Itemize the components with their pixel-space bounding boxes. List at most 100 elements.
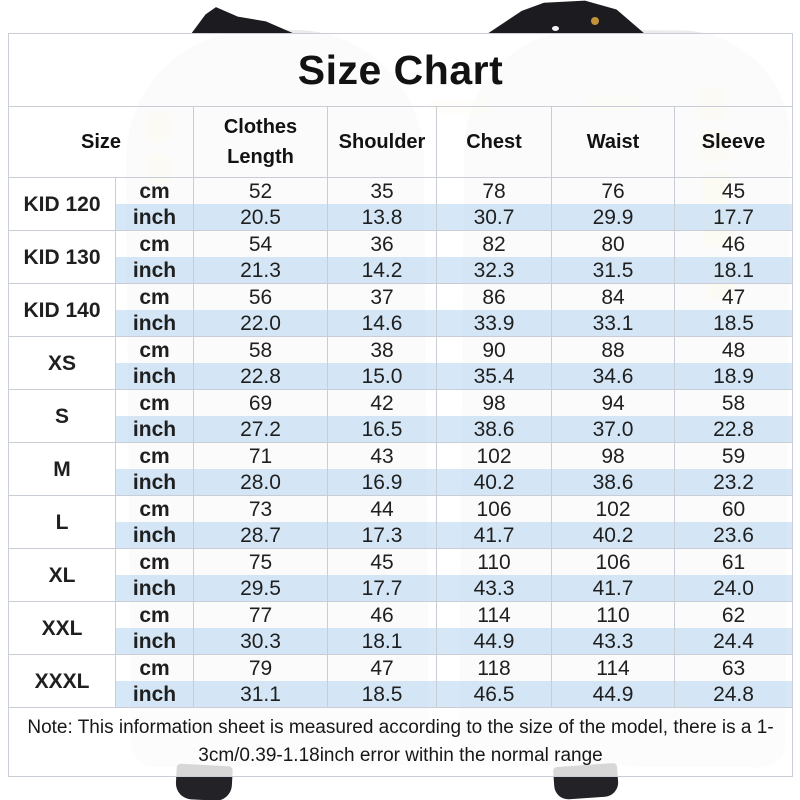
measurement-value: 15.0 [327, 363, 437, 390]
measurement-value: 34.6 [551, 363, 675, 390]
measurement-value: 30.3 [193, 628, 328, 655]
measurement-value: 106 [436, 495, 552, 522]
measurement-value: 20.5 [193, 204, 328, 231]
measurement-value: 23.2 [674, 469, 793, 496]
measurement-value: 22.8 [193, 363, 328, 390]
measurement-value: 45 [327, 548, 437, 575]
measurement-value: 46 [674, 230, 793, 257]
unit-label-cm: cm [115, 548, 194, 575]
header-row: Size Clothes Length Shoulder Chest Waist… [8, 106, 793, 178]
measurement-value: 18.5 [674, 310, 793, 337]
size-label: XS [8, 336, 116, 390]
measurement-value: 46.5 [436, 681, 552, 708]
measurement-value: 110 [436, 548, 552, 575]
column-header-clothes-length: Clothes Length [193, 106, 328, 178]
size-row-cm: XXXL cm 79 47 118 114 63 [8, 654, 793, 708]
measurement-value: 13.8 [327, 204, 437, 231]
measurement-value: 27.2 [193, 416, 328, 443]
measurement-value: 47 [674, 283, 793, 310]
measurement-value: 37.0 [551, 416, 675, 443]
page-title: Size Chart [8, 33, 793, 107]
measurement-value: 16.5 [327, 416, 437, 443]
measurement-value: 43.3 [551, 628, 675, 655]
size-row-inch: inch 29.5 17.7 43.3 41.7 24.0 [9, 575, 793, 602]
unit-label-cm: cm [115, 336, 194, 363]
size-row-cm: KID 140 cm 56 37 86 84 47 [8, 283, 793, 337]
unit-label-inch: inch [115, 575, 194, 602]
size-row-inch: inch 20.5 13.8 30.7 29.9 17.7 [9, 204, 793, 231]
column-header-sleeve: Sleeve [674, 106, 793, 178]
measurement-value: 44 [327, 495, 437, 522]
measurement-value: 82 [436, 230, 552, 257]
measurement-value: 42 [327, 389, 437, 416]
size-label: XXXL [8, 654, 116, 708]
unit-label-cm: cm [115, 654, 194, 681]
column-header-shoulder: Shoulder [327, 106, 437, 178]
measurement-value: 22.0 [193, 310, 328, 337]
size-row-inch: inch 27.2 16.5 38.6 37.0 22.8 [9, 416, 793, 443]
unit-label-cm: cm [115, 177, 194, 204]
measurement-value: 29.5 [193, 575, 328, 602]
size-label: KID 120 [8, 177, 116, 231]
measurement-value: 35 [327, 177, 437, 204]
measurement-value: 71 [193, 442, 328, 469]
unit-label-cm: cm [115, 495, 194, 522]
unit-label-inch: inch [115, 416, 194, 443]
measurement-value: 77 [193, 601, 328, 628]
measurement-value: 18.1 [674, 257, 793, 284]
measurement-value: 18.1 [327, 628, 437, 655]
measurement-value: 98 [551, 442, 675, 469]
note-row: Note: This information sheet is measured… [8, 707, 793, 777]
measurement-value: 18.9 [674, 363, 793, 390]
measurement-value: 32.3 [436, 257, 552, 284]
size-row-cm: XS cm 58 38 90 88 48 [8, 336, 793, 390]
measurement-value: 90 [436, 336, 552, 363]
size-row-cm: XXL cm 77 46 114 110 62 [8, 601, 793, 655]
unit-label-inch: inch [115, 522, 194, 549]
size-chart-table: Size Chart Size Clothes Length Shoulder … [8, 33, 793, 777]
measurement-value: 118 [436, 654, 552, 681]
measurement-value: 75 [193, 548, 328, 575]
measurement-value: 58 [193, 336, 328, 363]
measurement-value: 46 [327, 601, 437, 628]
size-label: KID 130 [8, 230, 116, 284]
size-row-inch: inch 22.8 15.0 35.4 34.6 18.9 [9, 363, 793, 390]
measurement-value: 54 [193, 230, 328, 257]
measurement-value: 76 [551, 177, 675, 204]
measurement-value: 16.9 [327, 469, 437, 496]
measurement-value: 84 [551, 283, 675, 310]
measurement-value: 114 [551, 654, 675, 681]
measurement-value: 18.5 [327, 681, 437, 708]
measurement-value: 102 [436, 442, 552, 469]
jacket-gold-button [591, 17, 599, 25]
measurement-value: 41.7 [551, 575, 675, 602]
measurement-value: 23.6 [674, 522, 793, 549]
measurement-value: 17.7 [327, 575, 437, 602]
unit-label-inch: inch [115, 681, 194, 708]
unit-label-cm: cm [115, 389, 194, 416]
measurement-value: 17.3 [327, 522, 437, 549]
size-row-inch: inch 21.3 14.2 32.3 31.5 18.1 [9, 257, 793, 284]
measurement-value: 45 [674, 177, 793, 204]
measurement-value: 24.8 [674, 681, 793, 708]
measurement-value: 21.3 [193, 257, 328, 284]
size-row-cm: KID 130 cm 54 36 82 80 46 [8, 230, 793, 284]
unit-label-inch: inch [115, 469, 194, 496]
size-label: M [8, 442, 116, 496]
size-row-cm: KID 120 cm 52 35 78 76 45 [8, 177, 793, 231]
measurement-value: 94 [551, 389, 675, 416]
size-row-inch: inch 22.0 14.6 33.9 33.1 18.5 [9, 310, 793, 337]
measurement-value: 17.7 [674, 204, 793, 231]
size-row-inch: inch 31.1 18.5 46.5 44.9 24.8 [9, 681, 793, 708]
size-row-inch: inch 30.3 18.1 44.9 43.3 24.4 [9, 628, 793, 655]
measurement-value: 58 [674, 389, 793, 416]
measurement-value: 40.2 [436, 469, 552, 496]
measurement-value: 31.5 [551, 257, 675, 284]
measurement-value: 43.3 [436, 575, 552, 602]
measurement-value: 102 [551, 495, 675, 522]
measurement-value: 47 [327, 654, 437, 681]
measurement-value: 106 [551, 548, 675, 575]
